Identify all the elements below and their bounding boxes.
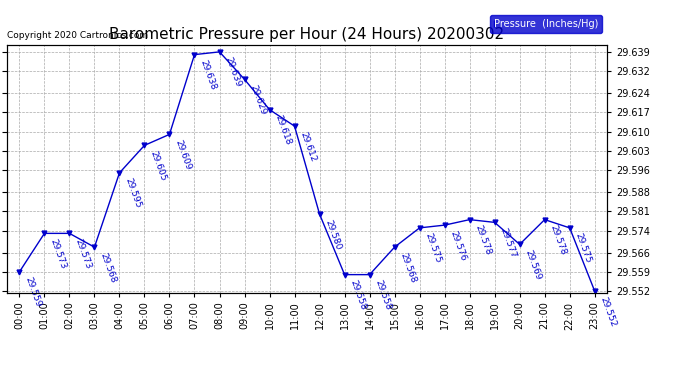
Legend: Pressure  (Inches/Hg): Pressure (Inches/Hg): [490, 15, 602, 33]
Text: 29.569: 29.569: [524, 249, 543, 281]
Text: 29.609: 29.609: [174, 138, 193, 171]
Text: 29.575: 29.575: [424, 232, 443, 265]
Text: 29.568: 29.568: [399, 251, 418, 284]
Text: 29.612: 29.612: [299, 130, 318, 163]
Text: Copyright 2020 Cartronics.com: Copyright 2020 Cartronics.com: [7, 31, 148, 40]
Text: 29.638: 29.638: [199, 59, 218, 92]
Text: 29.559: 29.559: [23, 276, 43, 309]
Text: 29.595: 29.595: [124, 177, 143, 210]
Text: 29.578: 29.578: [474, 224, 493, 256]
Text: 29.573: 29.573: [48, 237, 68, 270]
Text: 29.573: 29.573: [74, 237, 93, 270]
Text: 29.605: 29.605: [148, 150, 168, 182]
Text: 29.577: 29.577: [499, 226, 518, 259]
Text: 29.580: 29.580: [324, 218, 343, 251]
Text: 29.568: 29.568: [99, 251, 118, 284]
Text: 29.558: 29.558: [374, 279, 393, 312]
Text: 29.558: 29.558: [348, 279, 368, 312]
Text: 29.629: 29.629: [248, 84, 268, 116]
Text: 29.639: 29.639: [224, 56, 243, 89]
Text: 29.576: 29.576: [448, 229, 468, 262]
Text: 29.618: 29.618: [274, 114, 293, 147]
Text: 29.552: 29.552: [599, 295, 618, 328]
Text: 29.575: 29.575: [574, 232, 593, 265]
Title: Barometric Pressure per Hour (24 Hours) 20200302: Barometric Pressure per Hour (24 Hours) …: [110, 27, 504, 42]
Text: 29.578: 29.578: [549, 224, 568, 256]
